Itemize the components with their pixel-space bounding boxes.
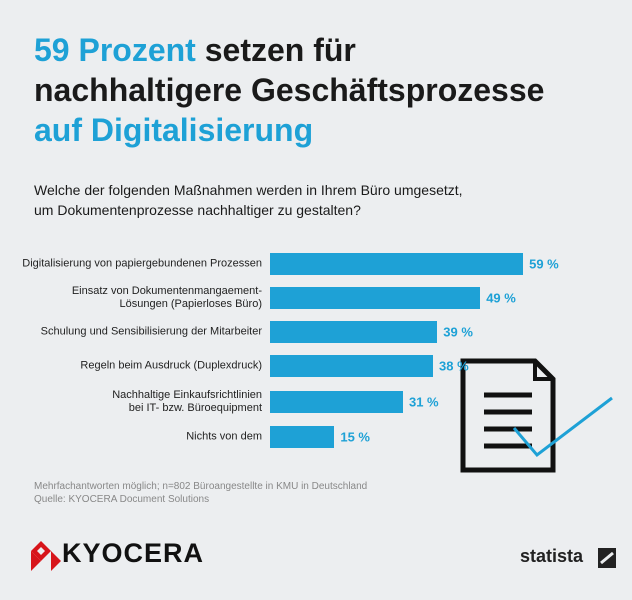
value-label: 49 % (486, 290, 516, 306)
bar (270, 253, 524, 275)
title-part: setzen für (204, 32, 356, 68)
category-label: Regeln beim Ausdruck (Duplexdruck) (80, 359, 262, 372)
bar (270, 426, 335, 448)
title-part: nachhaltigere Geschäftsprozesse (34, 72, 545, 108)
title-line: 59 Prozent setzen für (34, 30, 544, 70)
value-label: 38 % (439, 358, 469, 374)
title: 59 Prozent setzen für nachhaltigere Gesc… (34, 30, 544, 150)
title-part: auf Digitalisierung (34, 112, 314, 148)
note: Mehrfachantworten möglich; n=802 Büroang… (34, 481, 368, 492)
subtitle: Welche der folgenden Maßnahmen werden in… (34, 182, 463, 218)
brand: statista (520, 546, 584, 566)
title-part: 59 Prozent (34, 32, 196, 68)
source: Quelle: KYOCERA Document Solutions (34, 494, 210, 505)
category-label: Einsatz von Dokumentenmangaement- Lösung… (71, 285, 262, 310)
value-label: 59 % (529, 256, 559, 272)
bar (270, 391, 403, 413)
bar (270, 355, 434, 377)
category-label: Nachhaltige Einkaufsrichtlinien bei IT- … (112, 389, 262, 414)
value-label: 39 % (443, 324, 473, 340)
logo: KYOCERA (62, 538, 205, 568)
value-label: 31 % (408, 394, 439, 410)
category-label: Nichts von dem (186, 430, 262, 443)
category-label: Schulung und Sensibilisierung der Mitarb… (40, 325, 262, 338)
bar (270, 321, 438, 343)
category-label: Digitalisierung von papiergebundenen Pro… (22, 257, 262, 270)
bar (270, 287, 481, 309)
value-label: 15 % (340, 429, 370, 445)
